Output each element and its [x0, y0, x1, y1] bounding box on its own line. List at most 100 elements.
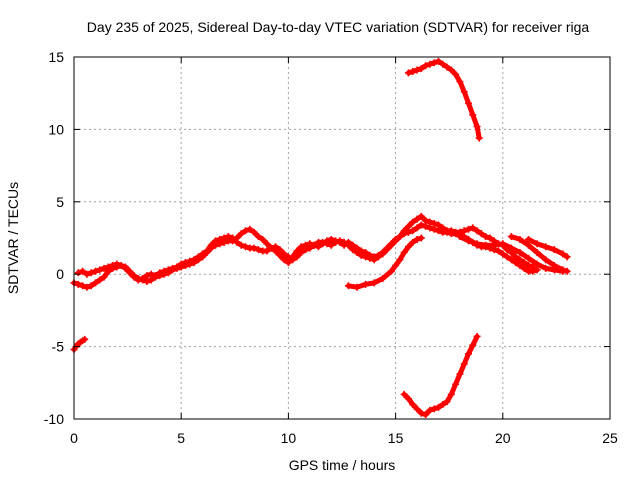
data-point: [503, 253, 511, 261]
data-point: [404, 69, 412, 77]
data-point: [207, 241, 215, 249]
data-point: [499, 250, 507, 258]
data-point: [117, 262, 125, 270]
data-point: [426, 218, 434, 226]
data-point: [134, 276, 142, 284]
data-point: [563, 267, 571, 275]
data-point: [357, 251, 365, 259]
data-point: [430, 59, 438, 67]
data-point: [387, 267, 395, 275]
data-point: [525, 262, 533, 270]
data-point: [469, 224, 477, 232]
data-point: [426, 60, 434, 68]
data-point: [452, 380, 460, 388]
data-point: [242, 243, 250, 251]
data-point: [374, 253, 382, 261]
data-point: [473, 332, 481, 340]
data-point: [460, 360, 468, 368]
data-point: [490, 241, 498, 249]
data-point: [272, 243, 280, 251]
data-point: [525, 235, 533, 243]
data-point: [507, 256, 515, 264]
data-point: [400, 248, 408, 256]
data-point: [404, 243, 412, 251]
data-point: [439, 60, 447, 68]
data-point: [177, 260, 185, 268]
plot-frame: [73, 56, 611, 420]
series-track-d: [507, 233, 571, 275]
data-point: [379, 275, 387, 283]
data-point: [96, 276, 104, 284]
x-axis-label: GPS time / hours: [289, 457, 396, 473]
data-point: [74, 269, 82, 277]
data-markers: [70, 57, 571, 419]
data-point: [340, 238, 348, 246]
data-point: [254, 246, 262, 254]
data-point: [550, 262, 558, 270]
data-point: [246, 225, 254, 233]
data-point: [413, 224, 421, 232]
data-point: [160, 267, 168, 275]
data-point: [443, 398, 451, 406]
data-point: [143, 272, 151, 280]
data-point: [409, 67, 417, 75]
data-point: [404, 222, 412, 230]
data-point: [83, 270, 91, 278]
data-point: [156, 269, 164, 277]
data-point: [344, 282, 352, 290]
data-point: [460, 88, 468, 96]
data-point: [242, 227, 250, 235]
data-point: [74, 280, 82, 288]
data-point: [482, 241, 490, 249]
data-point: [362, 280, 370, 288]
data-point: [310, 241, 318, 249]
data-point: [327, 241, 335, 249]
data-point: [199, 250, 207, 258]
series-trace: [406, 58, 482, 141]
data-point: [289, 256, 297, 264]
data-point: [79, 267, 87, 275]
y-tick-label: 10: [48, 121, 64, 137]
data-point: [259, 235, 267, 243]
data-point: [293, 253, 301, 261]
y-tick-label: 5: [56, 194, 64, 210]
data-point: [413, 405, 421, 413]
data-point: [417, 221, 425, 229]
data-point: [164, 266, 172, 274]
data-point: [456, 370, 464, 378]
data-point: [430, 220, 438, 228]
data-point: [79, 282, 87, 290]
data-point: [512, 253, 520, 261]
data-point: [516, 256, 524, 264]
series-track-c: [456, 233, 567, 275]
series-track-b: [74, 212, 537, 284]
data-point: [263, 247, 271, 255]
data-point: [323, 240, 331, 248]
data-point: [460, 227, 468, 235]
data-point: [109, 262, 117, 270]
y-tick-label: 15: [48, 49, 64, 65]
data-point: [447, 390, 455, 398]
data-point: [233, 238, 241, 246]
data-point: [422, 62, 430, 70]
data-point: [409, 227, 417, 235]
data-point: [542, 256, 550, 264]
data-point: [409, 238, 417, 246]
data-point: [284, 253, 292, 261]
data-point: [169, 264, 177, 272]
data-point: [533, 240, 541, 248]
data-point: [100, 264, 108, 272]
data-point: [434, 221, 442, 229]
data-point: [229, 234, 237, 242]
data-point: [353, 248, 361, 256]
data-point: [366, 254, 374, 262]
data-point: [473, 227, 481, 235]
data-point: [100, 273, 108, 281]
chart-title: Day 235 of 2025, Sidereal Day-to-day VTE…: [87, 19, 590, 35]
data-point: [559, 266, 567, 274]
data-point: [469, 341, 477, 349]
data-point: [113, 260, 121, 268]
data-point: [250, 228, 258, 236]
data-point: [396, 233, 404, 241]
data-point: [212, 237, 220, 245]
